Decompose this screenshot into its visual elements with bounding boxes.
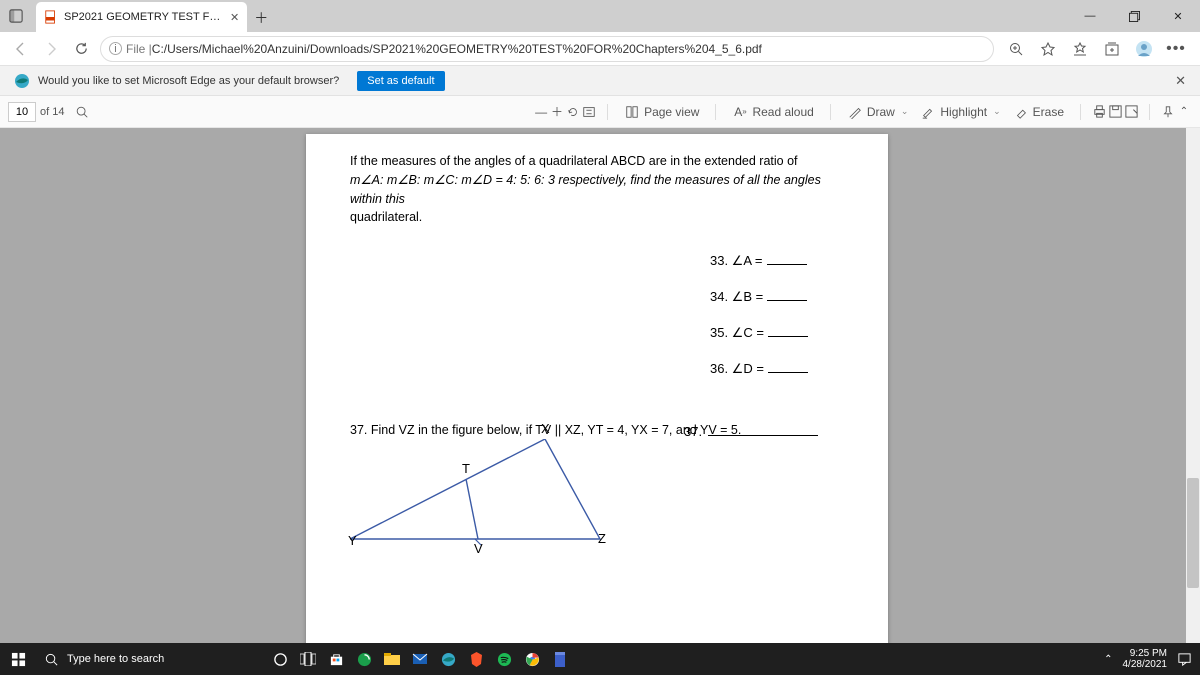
default-bar-close-icon[interactable]: ✕ xyxy=(1175,73,1186,89)
zoom-in-icon[interactable]: ＋ xyxy=(549,104,565,120)
vertical-scrollbar[interactable] xyxy=(1186,128,1200,643)
answer-blank xyxy=(708,435,818,436)
save-as-icon[interactable] xyxy=(1123,104,1139,120)
start-button[interactable] xyxy=(0,643,36,675)
search-placeholder: Type here to search xyxy=(67,653,164,665)
tab-close-icon[interactable]: ✕ xyxy=(230,11,239,24)
answer-blank xyxy=(767,300,807,301)
draw-button[interactable]: Draw⌄ xyxy=(841,99,915,125)
figure-label-y: Y xyxy=(348,533,357,548)
figure-label-x: X xyxy=(541,421,550,436)
pin-toolbar-icon[interactable] xyxy=(1160,104,1176,120)
window-minimize-button[interactable]: — xyxy=(1068,0,1112,32)
answer-label: 36. ∠D = xyxy=(710,361,764,376)
window-restore-button[interactable] xyxy=(1112,0,1156,32)
taskbar-brave-icon[interactable] xyxy=(462,643,490,675)
page-total: of 14 xyxy=(40,106,64,118)
back-button[interactable] xyxy=(6,34,36,64)
taskbar-chrome-icon[interactable] xyxy=(518,643,546,675)
triangle-figure: T X Y V Z xyxy=(350,439,610,549)
site-info-icon[interactable]: i xyxy=(109,42,122,55)
figure-label-t: T xyxy=(462,461,470,476)
fit-icon[interactable] xyxy=(581,104,597,120)
taskbar-mail-icon[interactable] xyxy=(406,643,434,675)
answer-label: 33. ∠A = xyxy=(710,253,763,268)
default-browser-text: Would you like to set Microsoft Edge as … xyxy=(38,75,339,87)
set-default-button[interactable]: Set as default xyxy=(357,71,444,91)
taskbar-app-icon[interactable] xyxy=(350,643,378,675)
answer-37-label: 37. xyxy=(684,424,702,439)
default-browser-bar: Would you like to set Microsoft Edge as … xyxy=(0,66,1200,96)
url-path: C:/Users/Michael%20Anzuini/Downloads/SP2… xyxy=(152,42,762,56)
figure-label-v: V xyxy=(474,541,483,556)
answer-blank xyxy=(767,264,807,265)
tray-expand-icon[interactable]: ⌃ xyxy=(1104,654,1112,665)
taskbar-explorer-icon[interactable] xyxy=(378,643,406,675)
figure-label-z: Z xyxy=(598,531,606,546)
refresh-button[interactable] xyxy=(66,34,96,64)
pdf-viewer[interactable]: If the measures of the angles of a quadr… xyxy=(0,128,1200,643)
window-title-bar: SP2021 GEOMETRY TEST FOR C ✕ ＋ — ✕ xyxy=(0,0,1200,32)
pdf-page: If the measures of the angles of a quadr… xyxy=(306,134,888,643)
question-line: m∠A: m∠B: m∠C: m∠D = 4: 5: 6: 3 respecti… xyxy=(350,171,844,209)
rotate-icon[interactable] xyxy=(565,104,581,120)
tab-actions-icon[interactable] xyxy=(0,0,32,32)
answer-label: 35. ∠C = xyxy=(710,325,764,340)
address-bar: i File | C:/Users/Michael%20Anzuini/Down… xyxy=(0,32,1200,66)
favorites-list-icon[interactable] xyxy=(1070,39,1090,59)
zoom-icon[interactable] xyxy=(1006,39,1026,59)
taskbar-store-icon[interactable] xyxy=(322,643,350,675)
answer-blank xyxy=(768,372,808,373)
question-line: quadrilateral. xyxy=(350,208,844,227)
zoom-out-icon[interactable]: — xyxy=(533,104,549,120)
highlight-button[interactable]: Highlight⌄ xyxy=(914,99,1006,125)
taskbar-spotify-icon[interactable] xyxy=(490,643,518,675)
save-icon[interactable] xyxy=(1107,104,1123,120)
question-line: If the measures of the angles of a quadr… xyxy=(350,152,844,171)
toolbar-up-icon[interactable]: ⌃ xyxy=(1176,104,1192,120)
read-aloud-button[interactable]: A»Read aloud xyxy=(726,99,819,125)
task-view-icon[interactable] xyxy=(294,643,322,675)
cortana-icon[interactable] xyxy=(266,643,294,675)
browser-tab[interactable]: SP2021 GEOMETRY TEST FOR C ✕ xyxy=(36,2,247,32)
more-icon[interactable]: ••• xyxy=(1166,39,1186,59)
favorite-icon[interactable] xyxy=(1038,39,1058,59)
pdf-search-icon[interactable] xyxy=(74,104,90,120)
pdf-toolbar: of 14 — ＋ Page view A»Read aloud Draw⌄ H… xyxy=(0,96,1200,128)
page-view-button[interactable]: Page view xyxy=(618,99,705,125)
scrollbar-thumb[interactable] xyxy=(1187,478,1199,588)
url-input[interactable]: i File | C:/Users/Michael%20Anzuini/Down… xyxy=(100,36,994,62)
tab-title: SP2021 GEOMETRY TEST FOR C xyxy=(64,11,224,23)
edge-icon xyxy=(14,73,30,89)
page-number-input[interactable] xyxy=(8,102,36,122)
notifications-icon[interactable] xyxy=(1177,652,1192,667)
pdf-icon xyxy=(44,10,58,24)
answer-blank xyxy=(768,336,808,337)
taskbar-clock[interactable]: 9:25 PM 4/28/2021 xyxy=(1123,648,1168,670)
url-scheme: File | xyxy=(126,42,152,56)
window-close-button[interactable]: ✕ xyxy=(1156,0,1200,32)
forward-button[interactable] xyxy=(36,34,66,64)
print-icon[interactable] xyxy=(1091,104,1107,120)
taskbar-edge-icon[interactable] xyxy=(434,643,462,675)
erase-button[interactable]: Erase xyxy=(1007,99,1070,125)
taskbar-search[interactable]: Type here to search xyxy=(36,643,266,675)
answer-label: 34. ∠B = xyxy=(710,289,763,304)
windows-taskbar: Type here to search ⌃ 9:25 PM 4/28/2021 xyxy=(0,643,1200,675)
profile-icon[interactable] xyxy=(1134,39,1154,59)
collections-icon[interactable] xyxy=(1102,39,1122,59)
search-icon xyxy=(44,652,59,667)
new-tab-button[interactable]: ＋ xyxy=(247,4,275,32)
taskbar-app2-icon[interactable] xyxy=(546,643,574,675)
